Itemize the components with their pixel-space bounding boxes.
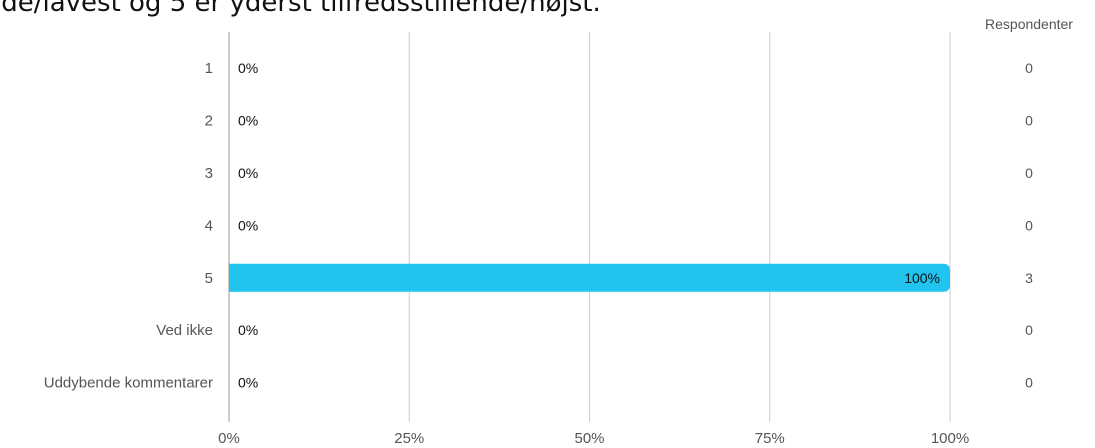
value-labels: 0% 0% 0% 0% 100% 0% 0% — [238, 60, 940, 390]
respondent-count: 0 — [1025, 322, 1033, 338]
value-label: 0% — [238, 217, 258, 233]
respondent-count: 3 — [1025, 270, 1033, 286]
value-label: 0% — [238, 375, 258, 391]
category-label: Ved ikke — [156, 322, 213, 339]
x-tick-labels: 0% 25% 50% 75% 100% — [218, 430, 969, 447]
x-tick-label: 75% — [755, 430, 785, 447]
bar — [229, 263, 950, 292]
category-label: 4 — [205, 217, 213, 234]
respondent-count: 0 — [1025, 113, 1033, 129]
respondent-counts: Respondenter 0 0 0 0 3 0 0 — [985, 16, 1073, 391]
x-tick-label: 0% — [218, 430, 240, 447]
grid-lines — [408, 32, 951, 422]
respondent-count: 0 — [1025, 217, 1033, 233]
respondent-count: 0 — [1025, 60, 1033, 76]
bar-edge — [229, 263, 237, 292]
chart-title: ide/lavest og 5 er yderst tilfredsstille… — [0, 0, 601, 18]
respondent-count: 0 — [1025, 375, 1033, 391]
respondents-header: Respondenter — [985, 16, 1073, 32]
x-tick-label: 50% — [574, 430, 604, 447]
value-label: 0% — [238, 113, 258, 129]
category-labels: 1 2 3 4 5 Ved ikke Uddybende kommentarer — [44, 60, 213, 391]
value-label: 0% — [238, 60, 258, 76]
bars — [229, 263, 950, 292]
category-label: 5 — [205, 270, 213, 287]
x-tick-label: 25% — [394, 430, 424, 447]
category-label: 1 — [205, 60, 213, 77]
category-label: 3 — [205, 165, 213, 182]
category-label: Uddybende kommentarer — [44, 375, 213, 392]
value-label: 0% — [238, 322, 258, 338]
value-label: 0% — [238, 165, 258, 181]
category-label: 2 — [205, 113, 213, 130]
x-tick-label: 100% — [931, 430, 969, 447]
value-label: 100% — [904, 270, 940, 286]
respondent-count: 0 — [1025, 165, 1033, 181]
